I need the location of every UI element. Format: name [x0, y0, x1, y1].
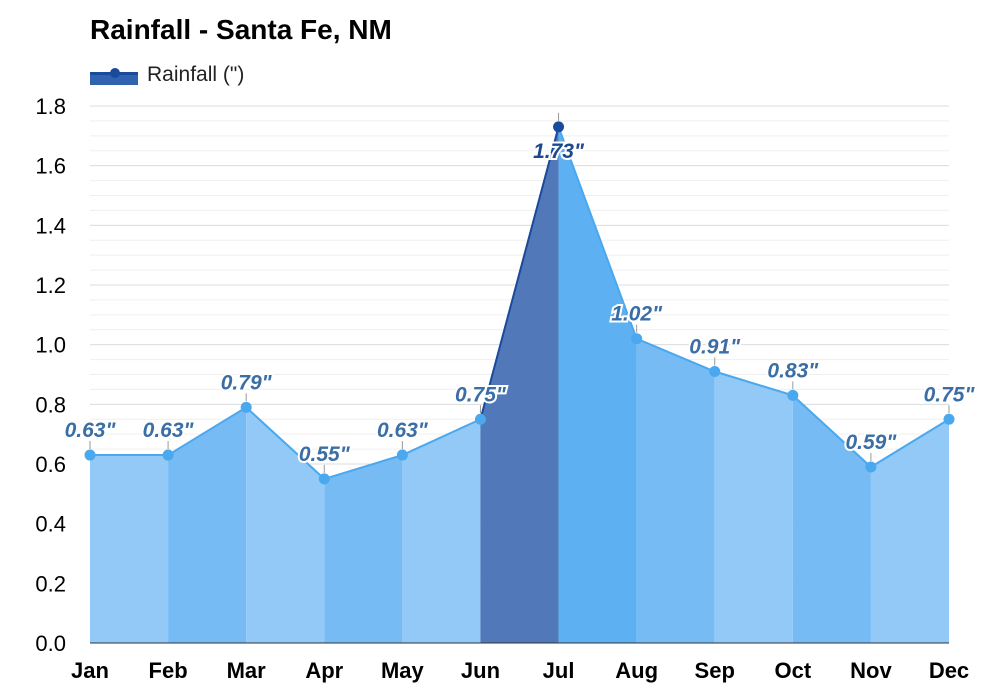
x-tick-label-oct: Oct — [774, 658, 811, 683]
area-bands — [90, 126, 949, 644]
data-point-sep — [709, 366, 721, 378]
data-labels: 0.63" 0.63" 0.79" 0.55" 0.63" 0.75" 1.73" 1.02"… — [63, 112, 977, 473]
x-tick-label-aug: Aug — [615, 658, 658, 683]
x-tick-label-apr: Apr — [305, 658, 343, 683]
chart-title: Rainfall - Santa Fe, NM — [90, 14, 392, 45]
line-segment — [167, 406, 247, 456]
data-label-mar: 0.79" — [221, 371, 273, 394]
x-tick-label-dec: Dec — [929, 658, 969, 683]
data-point-jul — [553, 121, 565, 133]
area-band-oct — [792, 395, 871, 643]
data-points — [84, 121, 955, 485]
data-point-dec — [943, 413, 955, 425]
data-label-aug: 1.02" — [611, 303, 663, 326]
y-tick-label: 1.0 — [35, 333, 66, 358]
area-band-jul — [558, 126, 637, 644]
data-label-apr: 0.55" — [299, 443, 351, 466]
legend-swatch-icon — [90, 65, 138, 85]
data-label-nov: 0.59" — [845, 431, 897, 454]
area-band-aug — [636, 338, 715, 643]
legend-label: Rainfall (") — [147, 63, 245, 86]
x-tick-label-may: May — [381, 658, 425, 683]
data-point-nov — [865, 461, 877, 473]
data-label-dec: 0.75" — [924, 383, 976, 406]
y-tick-label: 1.2 — [35, 273, 66, 298]
y-tick-label: 0.8 — [35, 392, 66, 417]
y-tick-label: 1.4 — [35, 213, 66, 238]
series-line — [90, 126, 950, 480]
data-point-apr — [318, 473, 330, 485]
data-label-feb: 0.63" — [143, 419, 195, 442]
data-point-may — [396, 449, 408, 461]
data-point-jan — [84, 449, 96, 461]
line-segment — [870, 418, 950, 468]
y-tick-label: 0.4 — [35, 512, 66, 537]
line-segment — [245, 406, 325, 480]
data-point-aug — [631, 333, 643, 345]
data-label-sep: 0.91" — [689, 336, 741, 359]
line-segment — [714, 370, 794, 397]
y-tick-label: 1.6 — [35, 154, 66, 179]
area-band-jan — [90, 455, 169, 643]
x-tick-label-jul: Jul — [543, 658, 575, 683]
data-point-mar — [240, 401, 252, 413]
line-segment — [479, 126, 560, 420]
data-label-jul: 1.73" — [533, 140, 585, 163]
line-segment — [636, 337, 716, 373]
axes: 0.0 0.2 0.4 0.6 0.8 1.0 1.2 1.4 1.6 1.8 Jan Feb Mar A… — [35, 94, 969, 683]
x-tick-label-mar: Mar — [227, 658, 267, 683]
area-band-mar — [246, 407, 325, 643]
legend[interactable]: Rainfall (") — [90, 60, 244, 90]
line-segment — [401, 418, 481, 456]
area-band-may — [402, 419, 481, 643]
data-label-may: 0.63" — [377, 419, 429, 442]
data-point-oct — [787, 389, 799, 401]
x-tick-label-nov: Nov — [850, 658, 892, 683]
data-label-oct: 0.83" — [767, 359, 819, 382]
area-band-nov — [870, 419, 949, 643]
area-band-jun — [480, 126, 559, 644]
y-tick-label: 0.0 — [35, 631, 66, 656]
y-tick-label: 1.8 — [35, 94, 66, 119]
x-tick-label-jun: Jun — [461, 658, 500, 683]
y-tick-label: 0.2 — [35, 571, 66, 596]
area-band-apr — [324, 455, 403, 643]
line-segment — [323, 454, 403, 480]
x-tick-label-jan: Jan — [71, 658, 109, 683]
area-band-feb — [168, 407, 247, 643]
x-tick-label-feb: Feb — [149, 658, 188, 683]
data-point-feb — [162, 449, 174, 461]
data-label-jun: 0.75" — [455, 383, 507, 406]
line-segment — [792, 394, 872, 468]
x-tick-label-sep: Sep — [695, 658, 735, 683]
y-tick-label: 0.6 — [35, 452, 66, 477]
line-segment — [557, 126, 638, 340]
data-label-jan: 0.63" — [65, 419, 117, 442]
area-band-sep — [714, 371, 793, 643]
data-point-jun — [474, 413, 486, 425]
